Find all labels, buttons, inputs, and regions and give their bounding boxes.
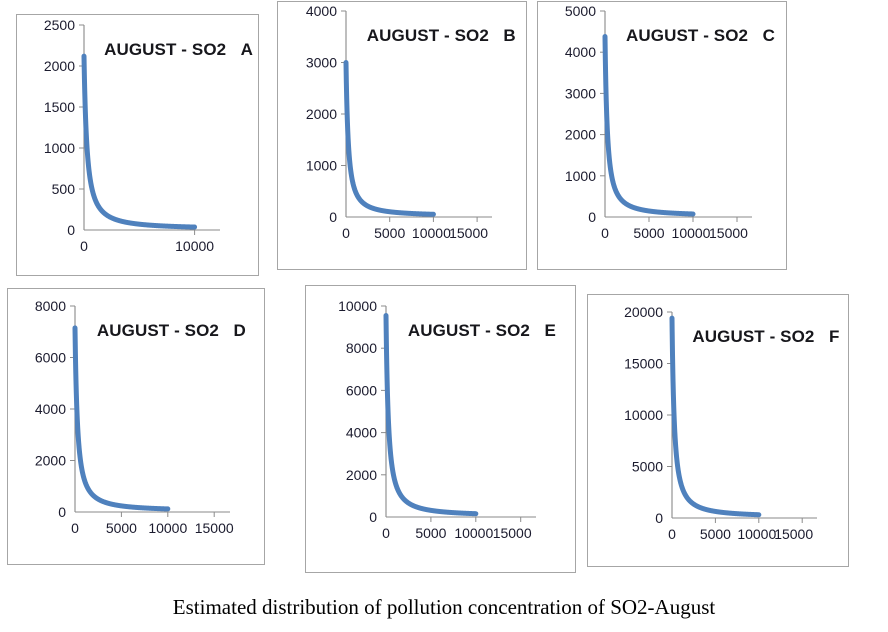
svg-text:15000: 15000 (709, 225, 748, 241)
svg-text:4000: 4000 (35, 401, 66, 417)
svg-text:15000: 15000 (449, 225, 488, 241)
svg-text:1000: 1000 (306, 158, 337, 174)
svg-text:0: 0 (67, 222, 75, 238)
svg-text:10000: 10000 (175, 238, 214, 254)
svg-text:8000: 8000 (35, 298, 66, 314)
svg-text:15000: 15000 (774, 526, 813, 542)
svg-text:10000: 10000 (737, 526, 776, 542)
svg-text:2000: 2000 (44, 58, 75, 74)
svg-text:2000: 2000 (35, 453, 66, 469)
svg-text:6000: 6000 (35, 350, 66, 366)
svg-text:1500: 1500 (44, 99, 75, 115)
svg-text:0: 0 (369, 509, 377, 525)
svg-text:10000: 10000 (148, 520, 187, 536)
svg-text:2000: 2000 (565, 127, 596, 143)
svg-text:2000: 2000 (306, 106, 337, 122)
svg-text:4000: 4000 (306, 3, 337, 19)
svg-text:0: 0 (588, 209, 596, 225)
svg-text:0: 0 (71, 520, 79, 536)
svg-text:6000: 6000 (346, 382, 377, 398)
svg-text:2500: 2500 (44, 17, 75, 33)
svg-text:10000: 10000 (624, 407, 663, 423)
svg-text:4000: 4000 (565, 44, 596, 60)
svg-text:2000: 2000 (346, 467, 377, 483)
svg-text:5000: 5000 (700, 526, 731, 542)
svg-text:0: 0 (58, 504, 66, 520)
svg-text:5000: 5000 (565, 3, 596, 19)
svg-text:3000: 3000 (565, 85, 596, 101)
svg-text:10000: 10000 (454, 525, 493, 541)
svg-text:20000: 20000 (624, 304, 663, 320)
svg-text:5000: 5000 (633, 225, 664, 241)
svg-text:3000: 3000 (306, 55, 337, 71)
svg-text:0: 0 (382, 525, 390, 541)
svg-text:0: 0 (342, 225, 350, 241)
svg-text:10000: 10000 (412, 225, 451, 241)
svg-text:15000: 15000 (493, 525, 532, 541)
svg-text:5000: 5000 (415, 525, 446, 541)
svg-text:10000: 10000 (338, 298, 377, 314)
svg-text:0: 0 (668, 526, 676, 542)
svg-text:5000: 5000 (374, 225, 405, 241)
svg-text:0: 0 (655, 510, 663, 526)
svg-text:4000: 4000 (346, 425, 377, 441)
svg-text:5000: 5000 (632, 459, 663, 475)
svg-text:0: 0 (80, 238, 88, 254)
svg-text:0: 0 (601, 225, 609, 241)
svg-text:5000: 5000 (106, 520, 137, 536)
svg-text:1000: 1000 (565, 168, 596, 184)
svg-text:15000: 15000 (624, 356, 663, 372)
svg-text:1000: 1000 (44, 140, 75, 156)
svg-text:10000: 10000 (672, 225, 711, 241)
svg-text:15000: 15000 (195, 520, 234, 536)
svg-text:500: 500 (52, 181, 76, 197)
svg-text:0: 0 (329, 209, 337, 225)
svg-text:8000: 8000 (346, 340, 377, 356)
